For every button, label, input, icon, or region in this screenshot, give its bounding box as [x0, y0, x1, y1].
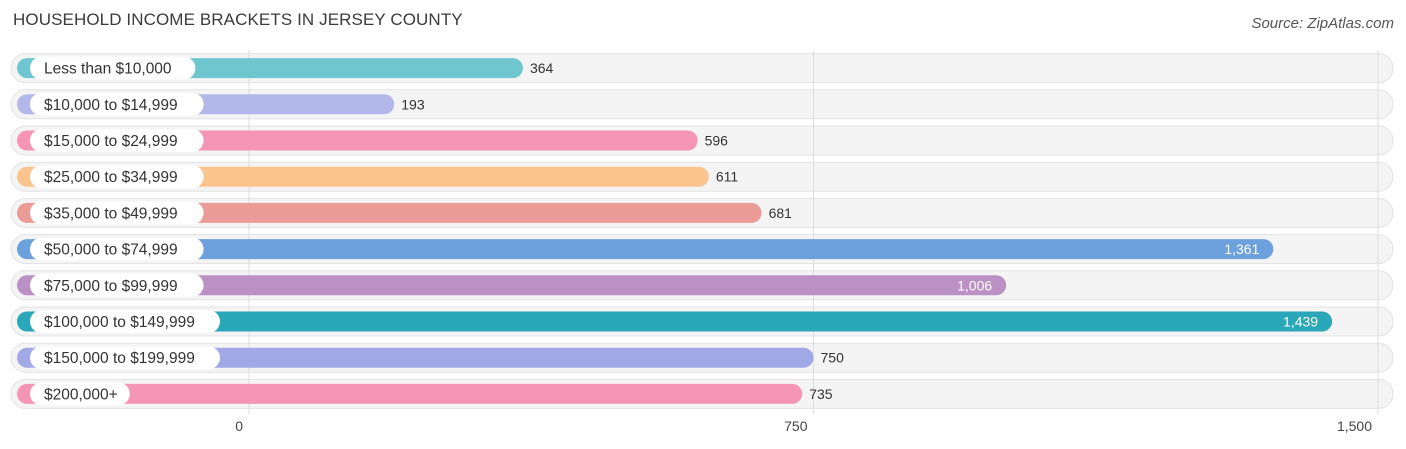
category-label: $200,000+: [44, 386, 118, 403]
category-label: $35,000 to $49,999: [44, 205, 178, 222]
category-label: $15,000 to $24,999: [44, 133, 178, 150]
chart-source: Source: ZipAtlas.com: [1251, 15, 1394, 32]
category-pill: [30, 92, 204, 116]
category-pill: [30, 56, 196, 80]
category-pill: [30, 129, 204, 152]
value-label: 750: [821, 350, 845, 366]
category-pill: [30, 237, 204, 261]
x-tick-label: 750: [784, 418, 808, 434]
value-label: 611: [716, 169, 739, 185]
category-label: $150,000 to $199,999: [44, 350, 195, 367]
value-label: 364: [530, 60, 554, 76]
value-label: 1,006: [957, 277, 992, 293]
category-pill: [30, 165, 204, 189]
bar: [17, 383, 803, 404]
value-label: 1,439: [1283, 314, 1318, 330]
x-tick-label: 0: [235, 418, 243, 434]
value-label: 1,361: [1224, 241, 1259, 257]
category-pill: [30, 382, 130, 406]
bar: [17, 275, 1007, 296]
category-pill: [30, 273, 204, 297]
category-label: Less than $10,000: [44, 61, 172, 78]
category-pill: [30, 201, 204, 225]
category-label: $100,000 to $149,999: [44, 314, 195, 331]
x-tick-label: 1,500: [1337, 418, 1372, 434]
value-label: 681: [769, 205, 793, 221]
bar: [17, 239, 1274, 260]
category-pill: [30, 310, 220, 333]
value-label: 193: [401, 96, 425, 112]
category-label: $50,000 to $74,999: [44, 242, 178, 259]
category-label: $10,000 to $14,999: [44, 97, 178, 114]
value-label: 596: [705, 133, 729, 149]
category-pill: [30, 346, 220, 370]
chart-title: HOUSEHOLD INCOME BRACKETS IN JERSEY COUN…: [13, 10, 463, 29]
category-label: $25,000 to $34,999: [44, 169, 178, 186]
value-label: 735: [809, 386, 833, 402]
category-label: $75,000 to $99,999: [44, 278, 178, 295]
bar: [17, 202, 762, 223]
bar: [17, 311, 1333, 332]
